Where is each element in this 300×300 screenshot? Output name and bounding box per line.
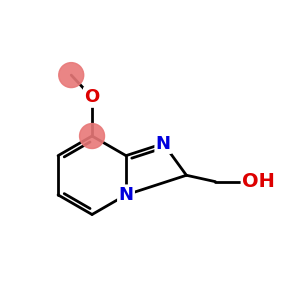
Circle shape [80, 124, 104, 148]
Text: O: O [84, 88, 100, 106]
Text: N: N [118, 186, 134, 204]
Text: OH: OH [242, 172, 275, 191]
Text: N: N [156, 134, 171, 152]
Circle shape [59, 63, 84, 88]
